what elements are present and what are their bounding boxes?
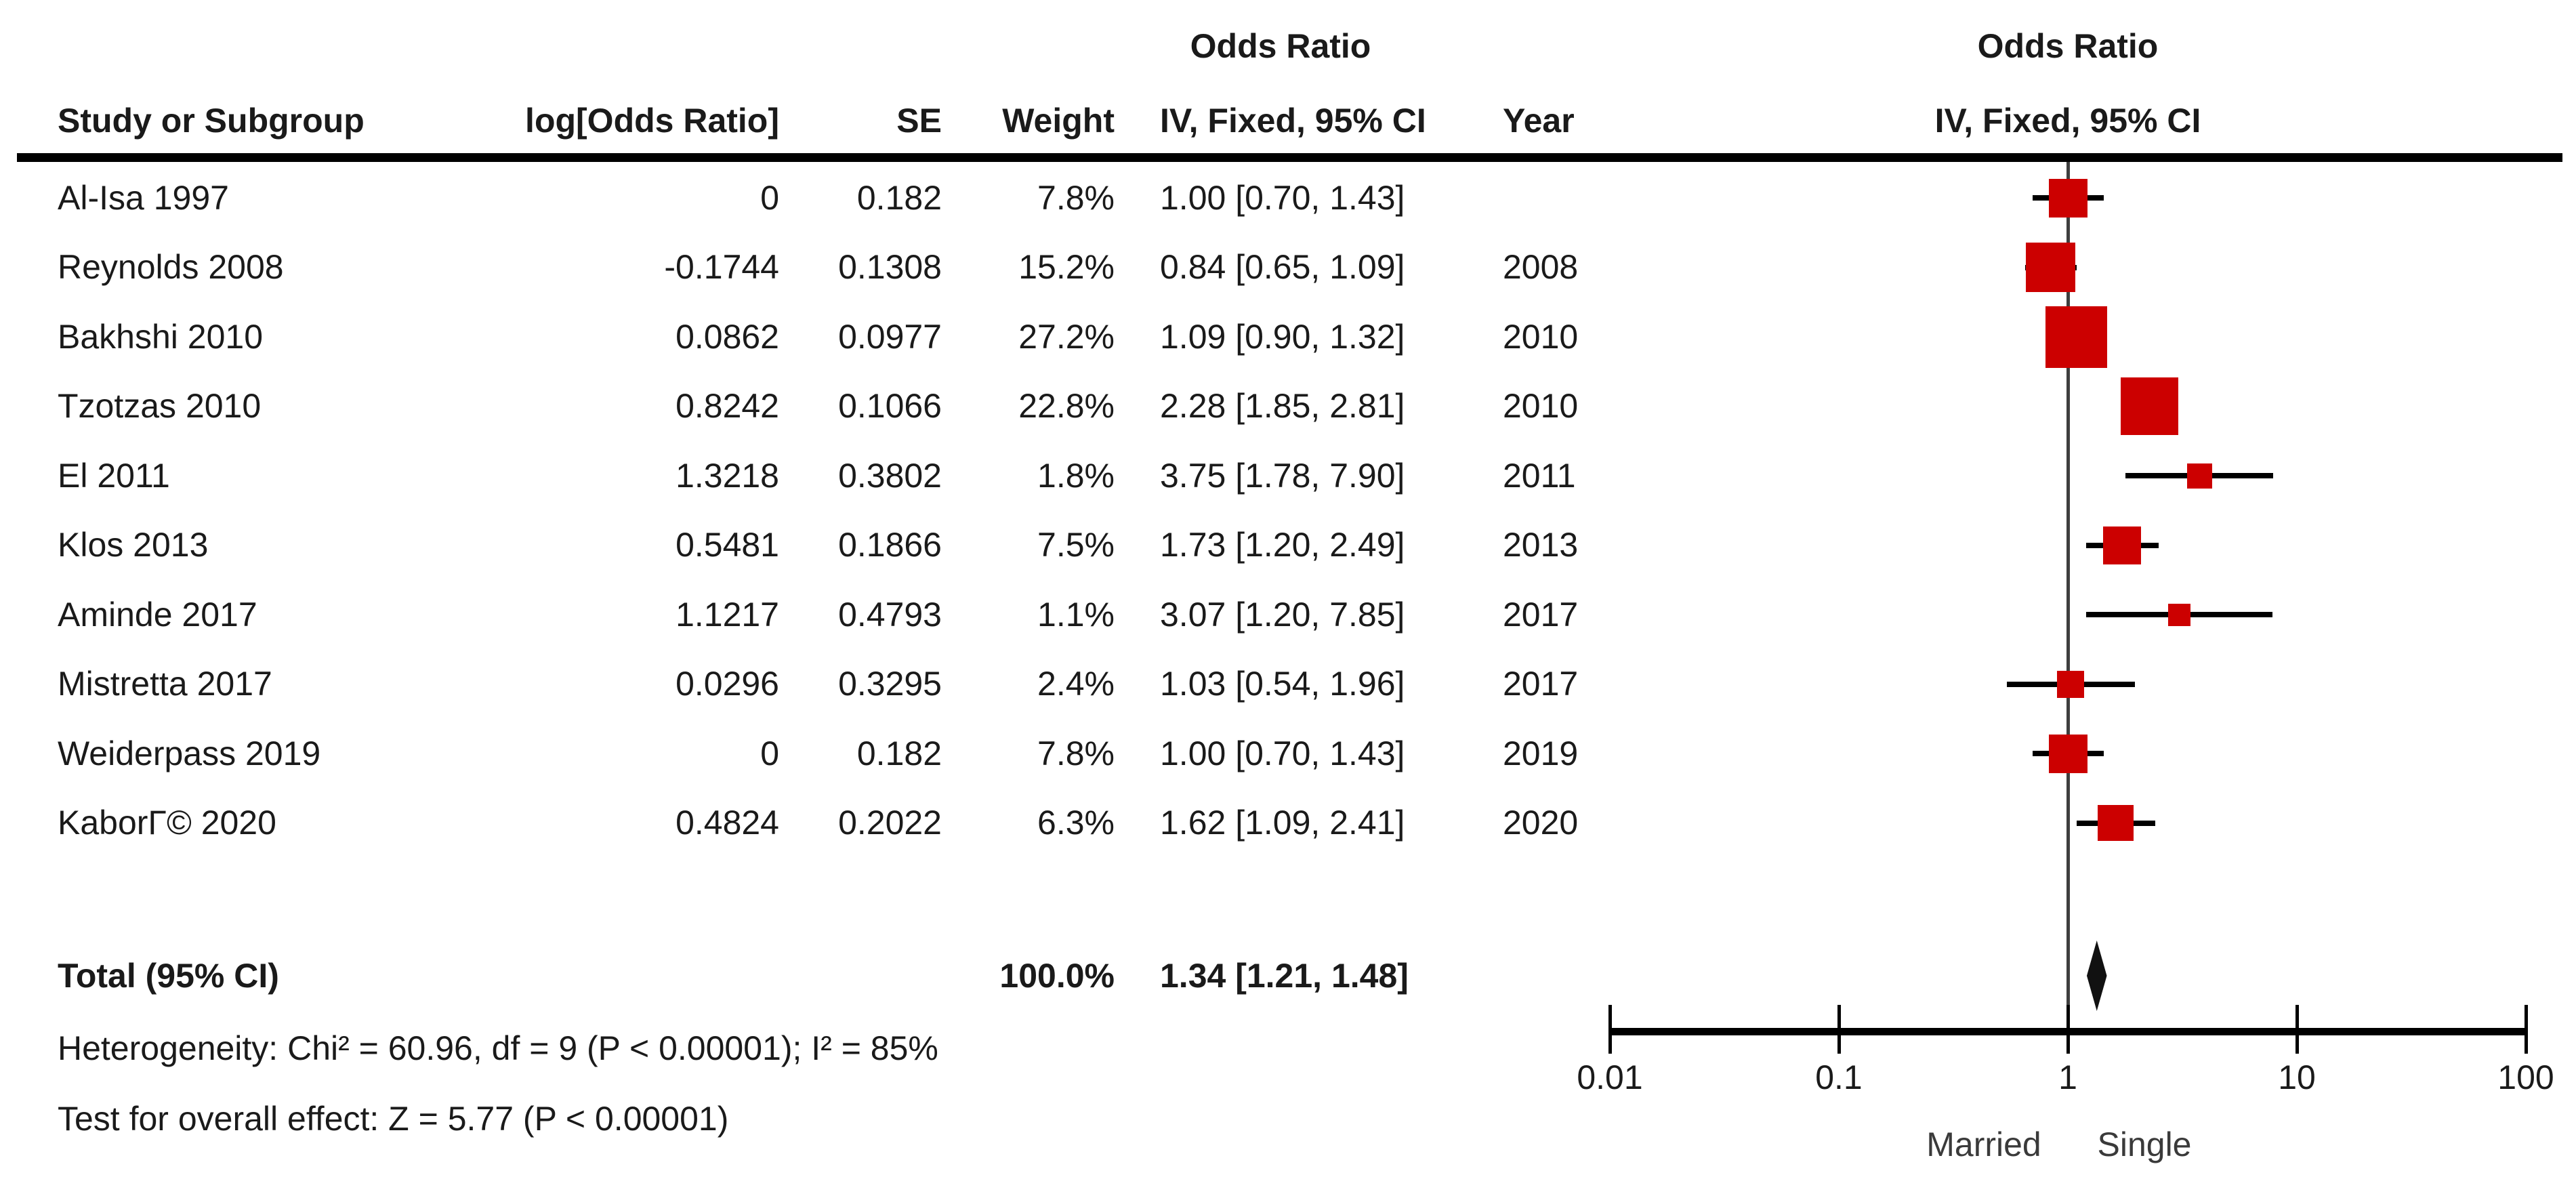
total-weight: 100.0% <box>999 957 1115 995</box>
study-se: 0.1308 <box>838 248 942 286</box>
effect-marker <box>2045 306 2108 368</box>
heterogeneity-note: Heterogeneity: Chi² = 60.96, df = 9 (P <… <box>58 1029 938 1067</box>
study-se: 0.3802 <box>838 456 942 495</box>
study-ci-text: 1.62 [1.09, 2.41] <box>1160 804 1405 842</box>
study-ci-text: 1.73 [1.20, 2.49] <box>1160 526 1405 564</box>
study-year: 2019 <box>1503 734 1579 772</box>
study-ci-text: 2.28 [1.85, 2.81] <box>1160 387 1405 425</box>
study-log-or: 0 <box>760 178 779 217</box>
study-year: 2010 <box>1503 317 1579 356</box>
axis-tick <box>1608 1005 1612 1054</box>
study-se: 0.182 <box>856 178 942 217</box>
study-weight: 1.8% <box>1037 456 1115 495</box>
column-header-se: SE <box>896 102 942 140</box>
table-odds-ratio-header: Odds Ratio <box>1190 27 1371 65</box>
study-name: Bakhshi 2010 <box>58 317 264 356</box>
column-header-study: Study or Subgroup <box>58 102 365 140</box>
effect-marker <box>2048 734 2087 773</box>
study-year: 2010 <box>1503 387 1579 425</box>
axis-tick-label: 0.01 <box>1577 1058 1643 1096</box>
column-header-ci: IV, Fixed, 95% CI <box>1160 102 1426 140</box>
effect-marker <box>2103 526 2142 564</box>
axis-tick-label: 100 <box>2497 1058 2554 1096</box>
study-year: 2017 <box>1503 665 1579 703</box>
study-weight: 7.8% <box>1037 734 1115 772</box>
study-name: Weiderpass 2019 <box>58 734 321 772</box>
study-name: Mistretta 2017 <box>58 665 272 703</box>
total-label: Total (95% CI) <box>58 957 279 995</box>
study-log-or: 0.8242 <box>676 387 779 425</box>
effect-marker <box>2057 670 2085 698</box>
axis-tick <box>2066 1005 2070 1054</box>
effect-marker <box>2186 463 2212 489</box>
axis-tick <box>1837 1005 1841 1054</box>
study-weight: 2.4% <box>1037 665 1115 703</box>
study-year: 2008 <box>1503 248 1579 286</box>
study-log-or: 1.3218 <box>676 456 779 495</box>
study-year: 2017 <box>1503 595 1579 634</box>
study-name: Reynolds 2008 <box>58 248 284 286</box>
axis-label-left: Married <box>1926 1125 2041 1163</box>
axis-tick <box>2295 1005 2299 1054</box>
study-weight: 7.8% <box>1037 178 1115 217</box>
study-weight: 15.2% <box>1018 248 1115 286</box>
study-log-or: 0.0296 <box>676 665 779 703</box>
study-year: 2020 <box>1503 804 1579 842</box>
study-year: 2011 <box>1503 456 1576 495</box>
study-name: Klos 2013 <box>58 526 209 564</box>
study-ci-text: 0.84 [0.65, 1.09] <box>1160 248 1405 286</box>
effect-marker <box>2098 805 2134 841</box>
study-name: Tzotzas 2010 <box>58 387 262 425</box>
study-ci-text: 1.00 [0.70, 1.43] <box>1160 734 1405 772</box>
study-log-or: 0 <box>760 734 779 772</box>
study-name: Aminde 2017 <box>58 595 257 634</box>
axis-tick-label: 10 <box>2278 1058 2316 1096</box>
study-log-or: 0.0862 <box>676 317 779 356</box>
no-effect-line <box>2066 162 2070 1035</box>
column-header-log-odds-ratio: log[Odds Ratio] <box>525 102 779 140</box>
axis-tick <box>2524 1005 2528 1054</box>
effect-marker <box>2025 243 2075 292</box>
effect-marker <box>2048 178 2087 218</box>
study-se: 0.1066 <box>838 387 942 425</box>
study-name: El 2011 <box>58 456 170 495</box>
study-ci-text: 1.09 [0.90, 1.32] <box>1160 317 1405 356</box>
study-log-or: -0.1744 <box>664 248 779 286</box>
study-weight: 22.8% <box>1018 387 1115 425</box>
study-se: 0.1866 <box>838 526 942 564</box>
study-log-or: 0.5481 <box>676 526 779 564</box>
axis-tick-label: 1 <box>2058 1058 2077 1096</box>
study-ci-text: 1.00 [0.70, 1.43] <box>1160 178 1405 217</box>
axis-tick-label: 0.1 <box>1815 1058 1863 1096</box>
study-se: 0.0977 <box>838 317 942 356</box>
column-header-year: Year <box>1503 102 1575 140</box>
study-year: 2013 <box>1503 526 1579 564</box>
axis-label-right: Single <box>2097 1125 2192 1163</box>
study-ci-text: 3.75 [1.78, 7.90] <box>1160 456 1405 495</box>
study-se: 0.4793 <box>838 595 942 634</box>
study-name: Al-Isa 1997 <box>58 178 229 217</box>
study-weight: 7.5% <box>1037 526 1115 564</box>
study-weight: 1.1% <box>1037 595 1115 634</box>
study-weight: 27.2% <box>1018 317 1115 356</box>
study-name: KaborΓ© 2020 <box>58 804 276 842</box>
total-diamond <box>2086 941 2107 1011</box>
effect-marker <box>2168 603 2191 626</box>
plot-model-header: IV, Fixed, 95% CI <box>1934 102 2201 140</box>
overall-effect-note: Test for overall effect: Z = 5.77 (P < 0… <box>58 1100 729 1138</box>
column-header-weight: Weight <box>1002 102 1115 140</box>
total-ci-text: 1.34 [1.21, 1.48] <box>1160 957 1409 995</box>
study-log-or: 0.4824 <box>676 804 779 842</box>
plot-odds-ratio-header: Odds Ratio <box>1977 27 2159 65</box>
study-log-or: 1.1217 <box>676 595 779 634</box>
study-ci-text: 1.03 [0.54, 1.96] <box>1160 665 1405 703</box>
study-se: 0.182 <box>856 734 942 772</box>
study-ci-text: 3.07 [1.20, 7.85] <box>1160 595 1405 634</box>
study-se: 0.3295 <box>838 665 942 703</box>
header-divider <box>17 153 2562 162</box>
effect-marker <box>2121 377 2179 435</box>
study-se: 0.2022 <box>838 804 942 842</box>
study-weight: 6.3% <box>1037 804 1115 842</box>
